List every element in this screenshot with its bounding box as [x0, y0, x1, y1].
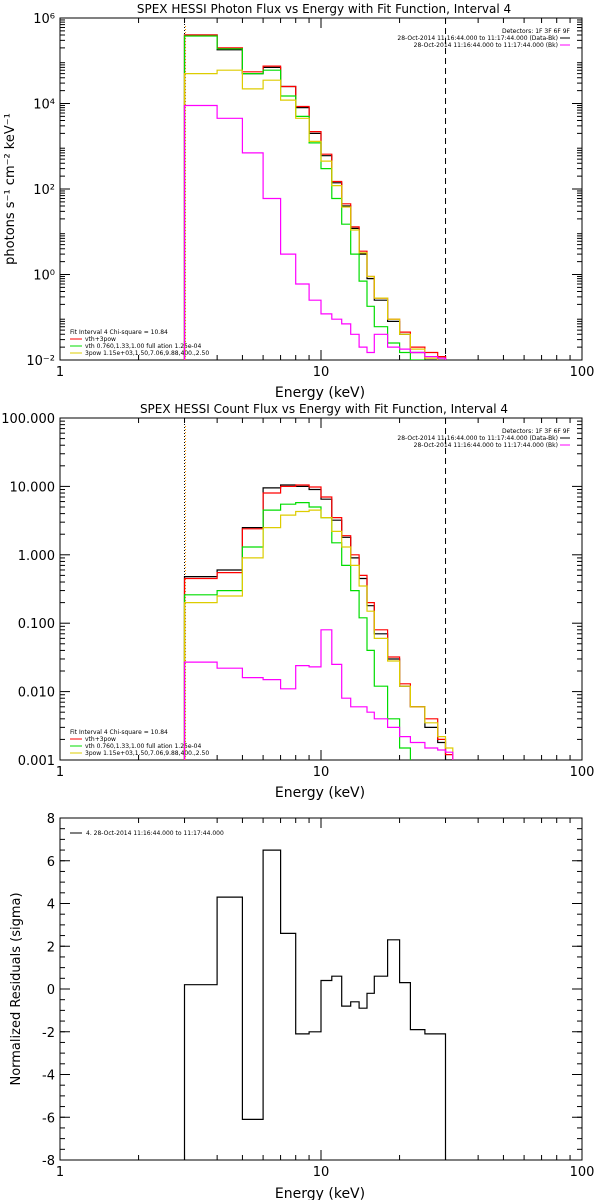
legend-label: 3pow 1.15e+03,1.50,7.06,9.88,400.,2.50 [85, 750, 209, 757]
series-line-green [183, 502, 411, 760]
legend-label: 28-Oct-2014 11:16:44.000 to 11:17:44.000… [414, 442, 558, 449]
fit-legend-header: Fit Interval 4 Chi-square = 10.84 [70, 729, 168, 736]
series-line-yellow [183, 69, 439, 360]
legend-label: vth 0.760,1.33,1.00 full ation 1.25e-04 [85, 343, 201, 350]
legend-label: 28-Oct-2014 11:16:44.000 to 11:17:44.000… [414, 42, 558, 49]
panel-2-marks: 1 10 100 100.000 10.000 1.000 0.100 0.010 0.001 [1, 412, 594, 780]
y-tick-label: -2 [42, 1026, 55, 1041]
legend-entry-residuals: 4. 28-Oct-2014 11:16:44.000 to 11:17:44.… [70, 830, 224, 837]
x-tick-label: 1 [56, 365, 64, 380]
series-group [183, 418, 454, 760]
y-tick-label: -8 [42, 1154, 55, 1169]
y-tick-label: 10.000 [10, 480, 56, 495]
x-tick-label: 100 [570, 365, 595, 380]
y-tick-label: 0.010 [18, 686, 55, 701]
fit-legend-entry-3pow: 3pow 1.15e+03,1.50,7.06,9.88,400.,2.50 [70, 750, 209, 757]
panel-3-marks: 1 10 100 8 6 4 2 0 -2 -4 -6 -8 [42, 812, 594, 1180]
y-tick-label: 10² [33, 183, 55, 198]
series-line-red [183, 484, 454, 760]
legend-entry-background: 28-Oct-2014 11:16:44.000 to 11:17:44.000… [414, 42, 570, 49]
fit-legend-entry-vth: vth 0.760,1.33,1.00 full ation 1.25e-04 [70, 343, 201, 350]
y-tick-label: 100.000 [1, 412, 55, 427]
x-axis-label: Energy (keV) [275, 785, 365, 801]
series-line-black [183, 34, 447, 360]
photon-flux-panel: SPEX HESSI Photon Flux vs Energy with Fi… [3, 2, 583, 401]
series-group [183, 849, 447, 1160]
x-tick-label: 100 [570, 1165, 595, 1180]
chart-title: SPEX HESSI Photon Flux vs Energy with Fi… [137, 2, 511, 16]
chart-title: SPEX HESSI Count Flux vs Energy with Fit… [140, 402, 508, 416]
fit-legend-entry-3pow: 3pow 1.15e+03,1.50,7.06,9.88,400.,2.50 [70, 350, 209, 357]
y-axis-label: Normalized Residuals (sigma) [9, 892, 24, 1085]
y-tick-label: 10⁻² [26, 354, 55, 369]
x-axis-label: Energy (keV) [275, 1186, 365, 1200]
series-group [183, 18, 447, 360]
legend-label: 4. 28-Oct-2014 11:16:44.000 to 11:17:44.… [86, 830, 224, 837]
series-line-red [183, 34, 447, 360]
fit-legend-header: Fit Interval 4 Chi-square = 10.84 [70, 329, 168, 336]
x-tick-label: 10 [313, 365, 330, 380]
x-tick-label: 10 [313, 1165, 330, 1180]
panel-1-marks: 1 10 100 10⁶ 10⁴ 10² 10⁰ 10⁻² [26, 12, 594, 380]
y-tick-label: 1.000 [18, 549, 55, 564]
y-tick-label: 6 [47, 855, 55, 870]
y-tick-label: 10⁰ [33, 269, 55, 284]
fit-legend-entry-vth: vth 0.760,1.33,1.00 full ation 1.25e-04 [70, 743, 201, 750]
x-tick-label: 10 [313, 765, 330, 780]
fit-legend-entry-total: vth+3pow [70, 336, 116, 343]
fit-legend-entry-total: vth+3pow [70, 736, 116, 743]
x-axis-label: Energy (keV) [275, 385, 365, 401]
legend-label: 28-Oct-2014 11:16:44.000 to 11:17:44.000… [397, 35, 558, 42]
legend-label: vth 0.760,1.33,1.00 full ation 1.25e-04 [85, 743, 201, 750]
series-line-magenta [183, 629, 454, 760]
y-tick-label: 8 [47, 812, 55, 827]
legend-detectors: Detectors: 1F 3F 6F 9F [502, 28, 571, 35]
legend-entry-data: 28-Oct-2014 11:16:44.000 to 11:17:44.000… [397, 435, 570, 442]
y-tick-label: 10⁴ [33, 98, 55, 113]
x-tick-label: 1 [56, 1165, 64, 1180]
series-line-black [183, 849, 447, 1160]
y-tick-label: 0.100 [18, 617, 55, 632]
legend-entry-background: 28-Oct-2014 11:16:44.000 to 11:17:44.000… [414, 442, 570, 449]
series-line-magenta [183, 104, 447, 360]
plot-frame [59, 417, 583, 761]
y-tick-label: 4 [47, 898, 55, 913]
count-flux-panel: SPEX HESSI Count Flux vs Energy with Fit… [59, 402, 583, 801]
legend-entry-data: 28-Oct-2014 11:16:44.000 to 11:17:44.000… [397, 35, 570, 42]
x-tick-label: 1 [56, 765, 64, 780]
series-line-green [183, 35, 426, 360]
series-line-black [183, 484, 454, 760]
y-tick-label: 10⁶ [33, 12, 55, 27]
series-line-yellow [183, 509, 454, 760]
legend-label: 3pow 1.15e+03,1.50,7.06,9.88,400.,2.50 [85, 350, 209, 357]
y-tick-label: 0 [47, 983, 55, 998]
y-tick-label: -6 [42, 1111, 55, 1126]
legend-detectors: Detectors: 1F 3F 6F 9F [502, 428, 571, 435]
y-tick-label: 2 [47, 940, 55, 955]
legend-label: 28-Oct-2014 11:16:44.000 to 11:17:44.000… [397, 435, 558, 442]
y-axis-label: photons s⁻¹ cm⁻² keV⁻¹ [3, 113, 18, 265]
y-tick-label: 0.001 [18, 754, 55, 769]
y-tick-label: -4 [42, 1069, 55, 1084]
legend-label: vth+3pow [85, 736, 116, 743]
legend-label: vth+3pow [85, 336, 116, 343]
x-tick-label: 100 [570, 765, 595, 780]
